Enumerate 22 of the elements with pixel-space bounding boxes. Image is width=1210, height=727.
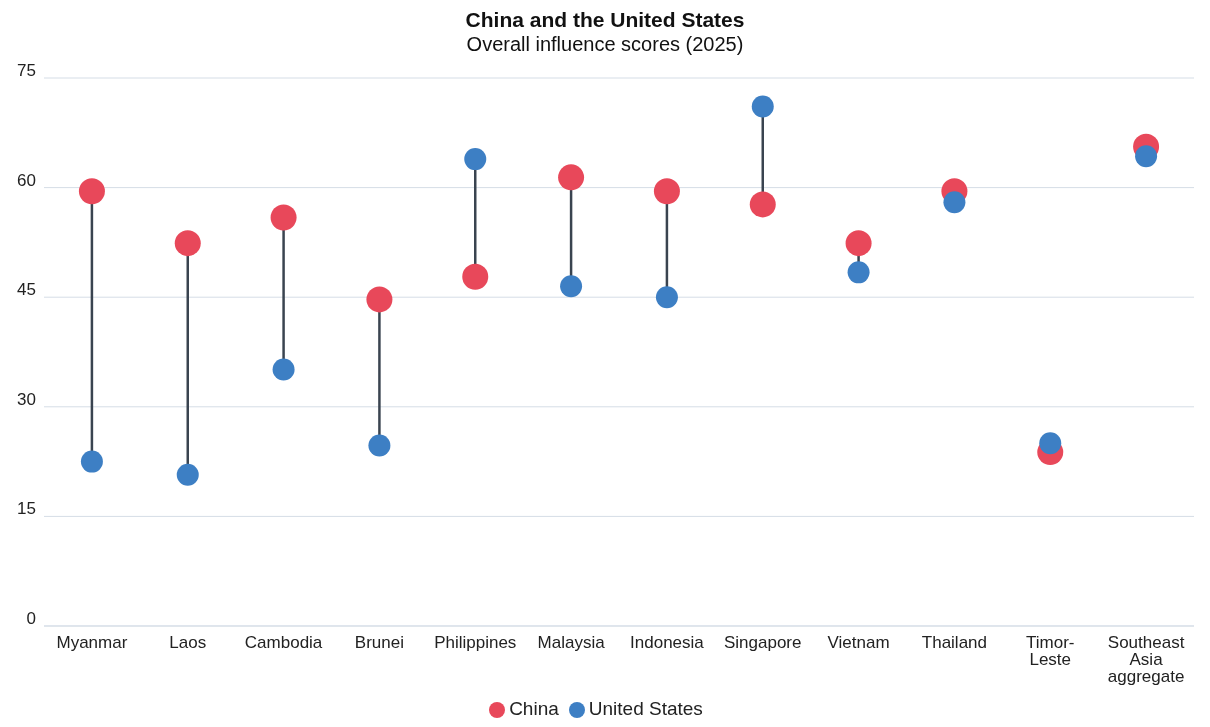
legend-label: China	[509, 698, 559, 719]
x-tick-label: Brunei	[354, 633, 404, 652]
x-tick-label: Cambodia	[244, 633, 323, 652]
chart-subtitle: Overall influence scores (2025)	[465, 32, 745, 56]
x-tick-label: Malaysia	[537, 633, 606, 652]
legend-label: United States	[588, 698, 703, 719]
chart-title: China and the United States	[464, 8, 746, 32]
y-tick-label: 15	[17, 499, 36, 519]
x-tick-label: Vietnam	[827, 633, 890, 652]
y-tick-label: 0	[26, 609, 36, 629]
x-tick-label: Philippines	[434, 633, 517, 652]
x-tick-label: Timor-Leste	[1026, 633, 1075, 669]
y-tick-label: 60	[17, 170, 36, 190]
x-tick-label: Southeast Asia aggregate	[1107, 633, 1185, 686]
x-tick-label: Laos	[169, 633, 207, 652]
y-tick-label: 45	[17, 280, 36, 300]
y-tick-label: 30	[17, 389, 36, 409]
x-tick-label: Thailand	[921, 633, 988, 652]
y-tick-label: 75	[17, 61, 36, 81]
x-tick-label: Singapore	[723, 633, 802, 652]
x-tick-label: Indonesia	[630, 633, 705, 652]
x-tick-label: Myanmar	[56, 633, 128, 652]
